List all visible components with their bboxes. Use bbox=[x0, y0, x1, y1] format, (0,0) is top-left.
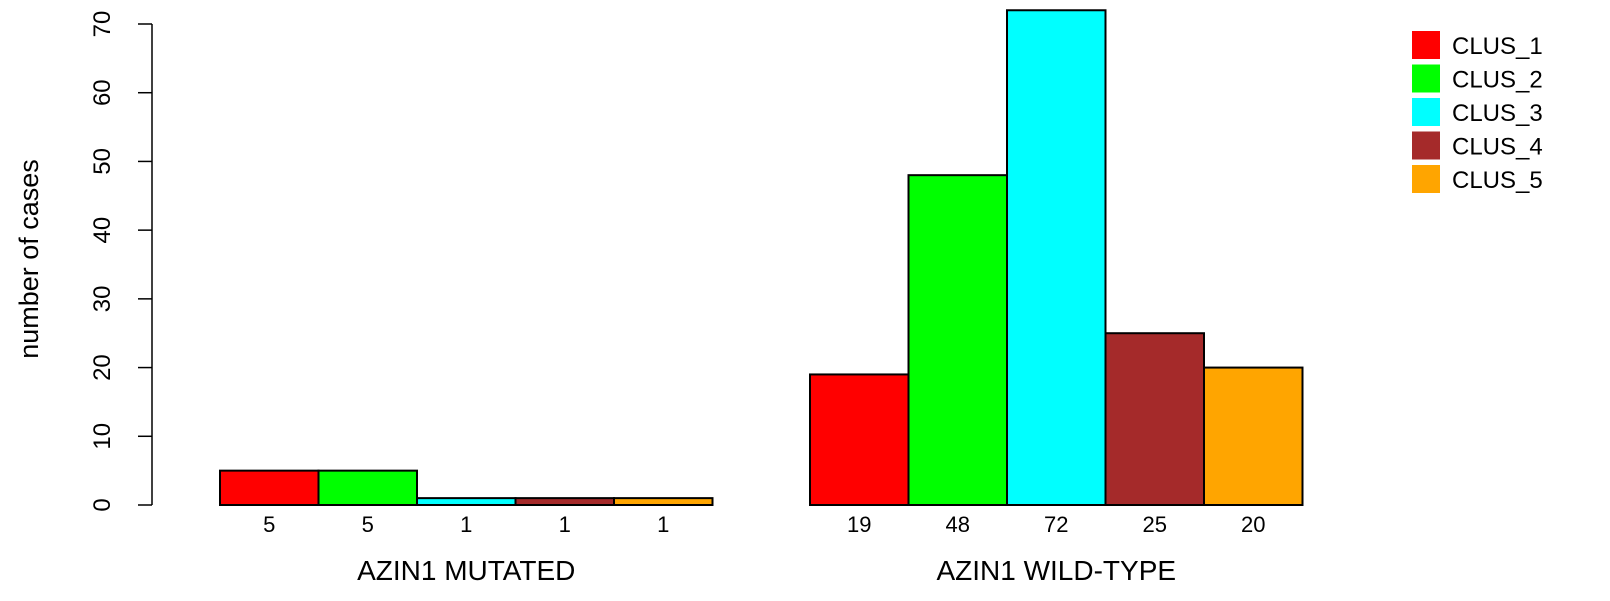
y-tick-label: 10 bbox=[89, 423, 116, 450]
bar-count-label: 20 bbox=[1241, 512, 1265, 537]
bar-count-label: 1 bbox=[460, 512, 472, 537]
legend-label: CLUS_2 bbox=[1452, 67, 1543, 94]
bar-count-label: 72 bbox=[1044, 512, 1068, 537]
legend-swatch bbox=[1412, 165, 1440, 193]
legend-swatch bbox=[1412, 64, 1440, 93]
bar-clus-4 bbox=[514, 497, 615, 506]
bar-clus-5 bbox=[613, 497, 714, 506]
bar-clus-3 bbox=[1006, 9, 1107, 507]
y-tick-label: 20 bbox=[89, 354, 116, 381]
y-tick-label: 50 bbox=[89, 148, 116, 175]
legend: CLUS_1 CLUS_2 CLUS_3 CLUS_4 CLUS_5 bbox=[1412, 31, 1543, 194]
y-tick-label: 70 bbox=[89, 11, 116, 38]
y-tick-label: 30 bbox=[89, 286, 116, 313]
bar-count-label: 1 bbox=[657, 512, 669, 537]
bar-clus-5 bbox=[1203, 366, 1304, 507]
y-tick-label: 0 bbox=[89, 498, 116, 511]
legend-label: CLUS_3 bbox=[1452, 100, 1543, 127]
bar-clus-3 bbox=[416, 497, 517, 506]
legend-swatch bbox=[1412, 131, 1440, 160]
bar-count-label: 19 bbox=[847, 512, 871, 537]
y-axis-title: number of cases bbox=[14, 159, 44, 359]
y-tick-label: 40 bbox=[89, 217, 116, 244]
legend-label: CLUS_4 bbox=[1452, 134, 1543, 161]
bar-clus-4 bbox=[1104, 332, 1205, 507]
legend-swatch bbox=[1412, 98, 1440, 126]
bar-clus-2 bbox=[907, 174, 1008, 507]
bar-clus-1 bbox=[809, 373, 910, 507]
group-label: AZIN1 WILD-TYPE bbox=[936, 555, 1176, 586]
bar-clus-1 bbox=[219, 469, 320, 506]
y-axis: 0 10 20 30 40 50 60 70 bbox=[89, 11, 153, 512]
bar-count-label: 25 bbox=[1143, 512, 1167, 537]
legend-swatch bbox=[1412, 31, 1440, 59]
bar-count-label: 5 bbox=[362, 512, 374, 537]
bar-count-label: 5 bbox=[263, 512, 275, 537]
bar-count-label: 48 bbox=[946, 512, 970, 537]
legend-label: CLUS_5 bbox=[1452, 167, 1543, 194]
legend-label: CLUS_1 bbox=[1452, 33, 1543, 60]
y-tick-label: 60 bbox=[89, 79, 116, 106]
bars: 5 5 1 1 1 AZIN1 MUTATED 19 48 72 25 20 AZIN1 WILD-T… bbox=[219, 9, 1304, 586]
group-label: AZIN1 MUTATED bbox=[357, 555, 575, 586]
bar-count-label: 1 bbox=[559, 512, 571, 537]
bar-clus-2 bbox=[317, 469, 418, 506]
